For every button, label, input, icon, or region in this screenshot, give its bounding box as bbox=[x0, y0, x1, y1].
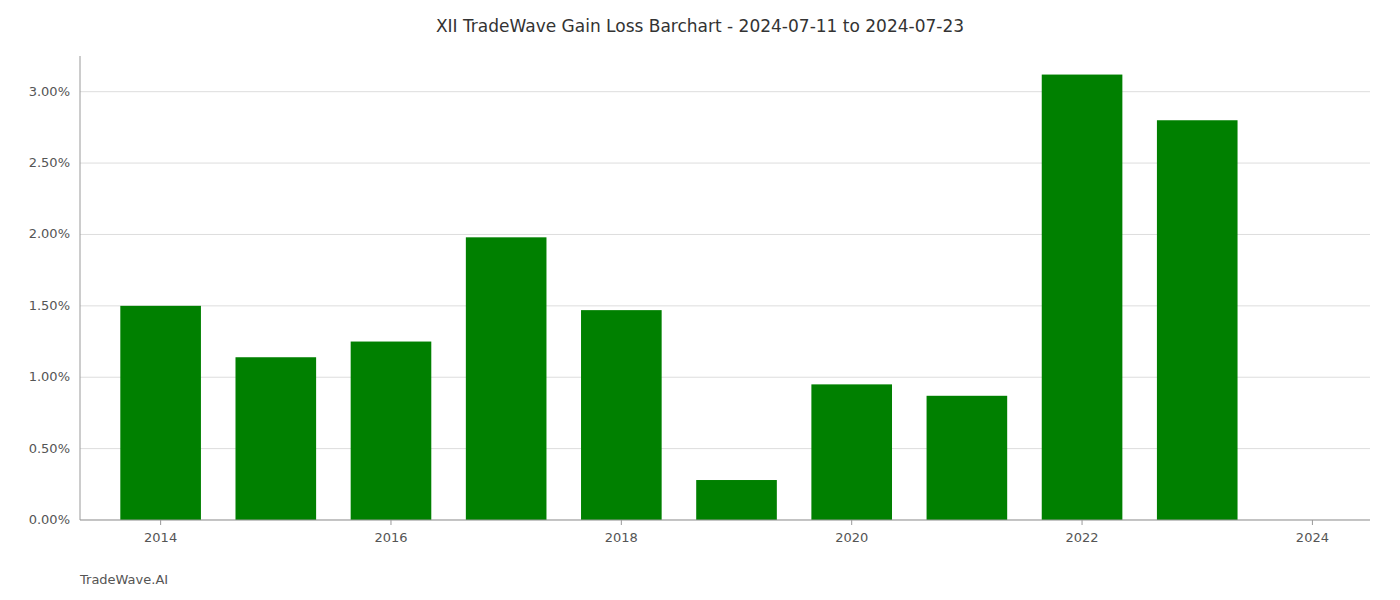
x-tick bbox=[1312, 520, 1313, 525]
footer: TradeWave.AI bbox=[79, 572, 168, 587]
x-tick-label: 2022 bbox=[1066, 530, 1099, 545]
x-tick bbox=[160, 520, 161, 525]
y-tick-label: 2.50% bbox=[29, 155, 70, 170]
x-tick bbox=[390, 520, 391, 525]
y-tick-label: 3.00% bbox=[29, 84, 70, 99]
bar bbox=[581, 310, 662, 520]
x-tick-label: 2018 bbox=[605, 530, 638, 545]
x-tick bbox=[851, 520, 852, 525]
x-tick-label: 2020 bbox=[835, 530, 868, 545]
bars bbox=[120, 75, 1237, 520]
y-tick-label: 1.50% bbox=[29, 298, 70, 313]
bar bbox=[235, 357, 316, 520]
x-tick-label: 2024 bbox=[1296, 530, 1329, 545]
x-tick bbox=[621, 520, 622, 525]
y-tick-label: 0.00% bbox=[29, 512, 70, 527]
x-tick bbox=[1082, 520, 1083, 525]
grid-line bbox=[80, 91, 1370, 92]
y-tick-label: 1.00% bbox=[29, 369, 70, 384]
y-axis-line bbox=[80, 56, 81, 520]
bar bbox=[927, 396, 1008, 520]
bar bbox=[696, 480, 777, 520]
bar bbox=[1157, 120, 1238, 520]
bar bbox=[351, 342, 432, 520]
title: XII TradeWave Gain Loss Barchart - 2024-… bbox=[436, 16, 964, 36]
grid-line bbox=[80, 520, 1370, 521]
chart: XII TradeWave Gain Loss Barchart - 2024-… bbox=[0, 0, 1400, 600]
bar bbox=[1042, 75, 1123, 520]
x-tick-label: 2014 bbox=[144, 530, 177, 545]
y-tick-label: 0.50% bbox=[29, 441, 70, 456]
grid bbox=[80, 92, 1370, 520]
bar bbox=[120, 306, 201, 520]
y-tick-label: 2.00% bbox=[29, 226, 70, 241]
x-tick-label: 2016 bbox=[374, 530, 407, 545]
bar bbox=[811, 384, 892, 520]
bar bbox=[466, 237, 547, 520]
x-axis-line bbox=[80, 520, 1370, 521]
